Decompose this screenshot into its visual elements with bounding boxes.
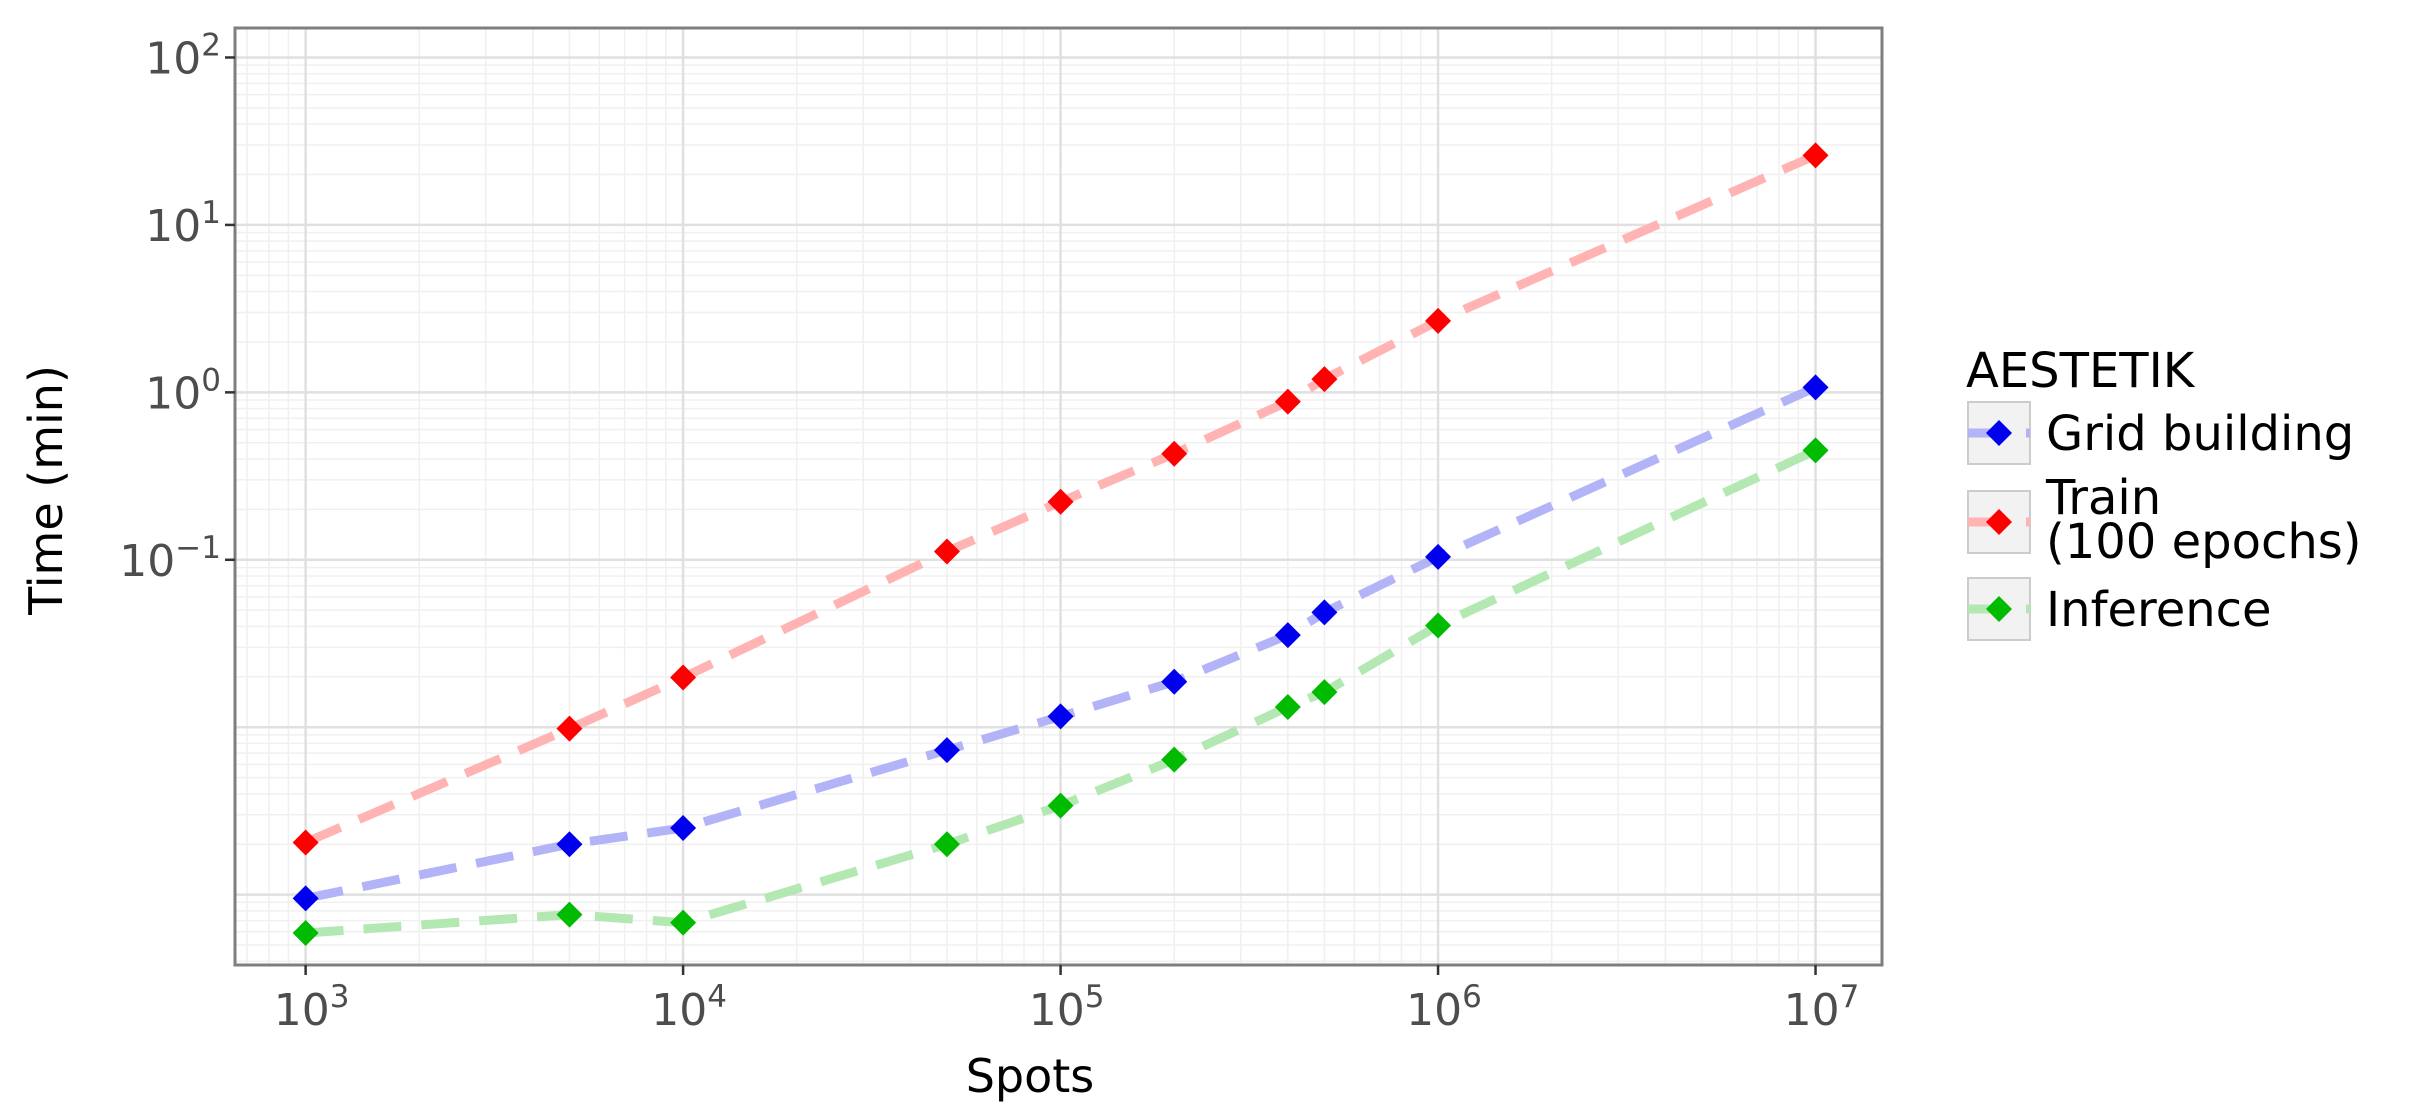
- legend: AESTETIK Grid building Train (100 epochs) I…: [1966, 343, 2362, 641]
- data-point-train-100-epochs: [933, 538, 960, 565]
- y-tick-label: 10−1: [119, 530, 221, 587]
- y-tick-label: 102: [145, 27, 221, 84]
- data-point-grid-building: [1161, 668, 1188, 695]
- data-point-inference: [1425, 612, 1452, 639]
- data-point-train-100-epochs: [1047, 488, 1074, 515]
- legend-items: Grid building Train (100 epochs) Inference: [1967, 401, 2362, 641]
- data-point-grid-building: [1274, 622, 1301, 649]
- major-grid: [235, 28, 1882, 965]
- data-point-train-100-epochs: [1311, 366, 1338, 393]
- series-points: [292, 142, 1829, 947]
- x-tick-label: 104: [651, 979, 727, 1036]
- axes: 103 104 105 106 107 10−1 100 101 102: [119, 27, 1859, 1036]
- plot-area: [233, 26, 1884, 967]
- legend-key-marker: [1986, 509, 2012, 535]
- x-tick-label: 106: [1406, 979, 1482, 1036]
- data-point-grid-building: [1425, 543, 1452, 570]
- legend-item-grid-building: Grid building: [1967, 401, 2354, 465]
- legend-item-train-100-epochs: Train (100 epochs): [1967, 470, 2362, 570]
- data-point-train-100-epochs: [1802, 142, 1829, 169]
- data-point-inference: [1802, 437, 1829, 464]
- legend-label: Train (100 epochs): [2045, 470, 2362, 570]
- data-point-inference: [292, 920, 319, 947]
- legend-title: AESTETIK: [1966, 343, 2196, 399]
- legend-label: Inference: [2046, 582, 2272, 638]
- data-point-train-100-epochs: [670, 664, 697, 691]
- data-point-train-100-epochs: [556, 715, 583, 742]
- minor-grid: [235, 28, 1882, 965]
- data-point-grid-building: [1311, 599, 1338, 626]
- plot-border: [233, 26, 1884, 967]
- series-line-grid-building: [304, 383, 1818, 903]
- legend-label: Grid building: [2046, 406, 2354, 462]
- x-axis-title: Spots: [966, 1049, 1095, 1103]
- data-point-grid-building: [670, 815, 697, 842]
- data-point-inference: [1311, 679, 1338, 706]
- y-tick-label: 100: [145, 362, 221, 419]
- legend-key-marker: [1986, 420, 2012, 446]
- data-point-grid-building: [1047, 703, 1074, 730]
- data-point-grid-building: [556, 831, 583, 858]
- data-point-train-100-epochs: [1425, 307, 1452, 334]
- data-point-inference: [1161, 746, 1188, 773]
- series-lines: [303, 151, 1818, 938]
- series-line-train-100-epochs: [303, 151, 1818, 847]
- data-point-train-100-epochs: [292, 829, 319, 856]
- data-point-grid-building: [933, 737, 960, 764]
- data-point-grid-building: [292, 885, 319, 912]
- x-tick-label: 107: [1784, 979, 1860, 1036]
- data-point-inference: [556, 901, 583, 928]
- data-point-inference: [1047, 792, 1074, 819]
- data-point-inference: [1274, 694, 1301, 721]
- data-point-grid-building: [1802, 374, 1829, 401]
- legend-item-inference: Inference: [1967, 577, 2272, 641]
- data-point-train-100-epochs: [1274, 388, 1301, 415]
- y-axis-title: Time (min): [19, 365, 73, 616]
- legend-key-marker: [1986, 596, 2012, 622]
- series-line-inference: [305, 446, 1818, 938]
- x-tick-label: 105: [1029, 979, 1105, 1036]
- data-point-inference: [670, 909, 697, 936]
- y-tick-label: 101: [145, 195, 221, 252]
- x-tick-label: 103: [274, 979, 350, 1036]
- data-point-train-100-epochs: [1161, 440, 1188, 467]
- data-point-inference: [933, 831, 960, 858]
